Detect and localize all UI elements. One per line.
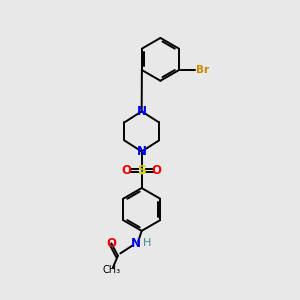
Text: O: O [106,237,116,250]
Text: CH₃: CH₃ [102,265,120,275]
Text: O: O [152,164,161,177]
Text: O: O [122,164,132,177]
Text: N: N [137,105,147,118]
Text: S: S [137,164,146,177]
Text: N: N [137,145,147,158]
Text: N: N [131,237,141,250]
Text: H: H [143,238,151,248]
Text: Br: Br [196,65,210,75]
